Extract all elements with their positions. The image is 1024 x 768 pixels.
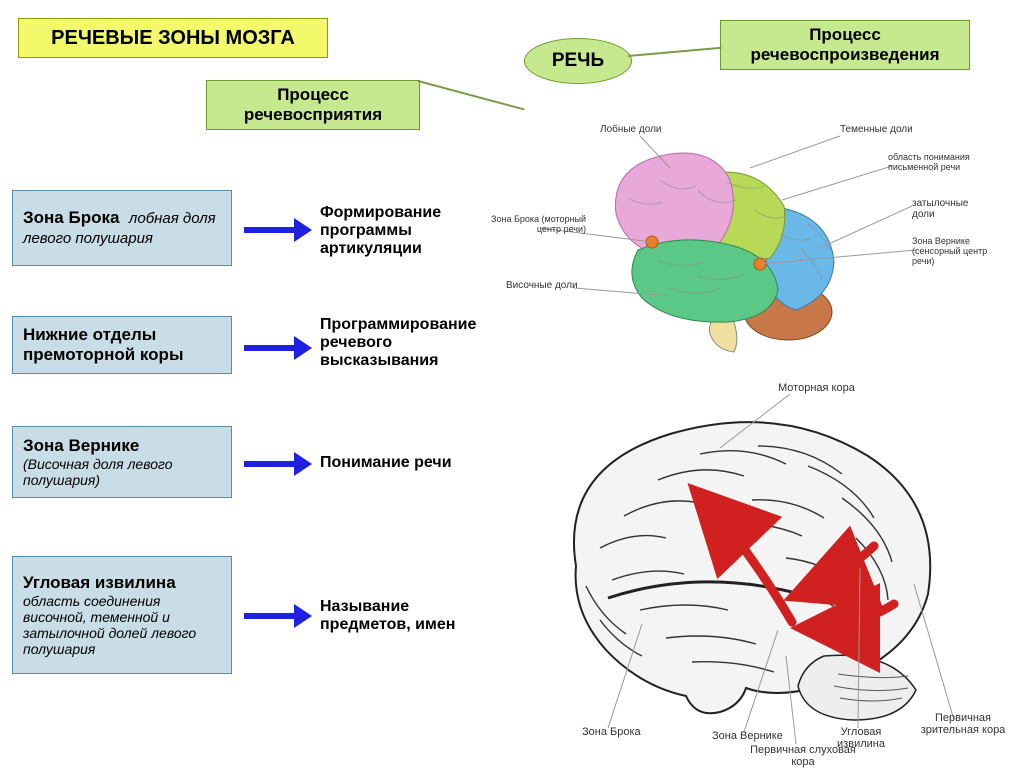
zone-name-3: Угловая извилина — [23, 573, 176, 593]
lbl-temporal: Височные доли — [506, 280, 578, 291]
title-text: РЕЧЕВЫЕ ЗОНЫ МОЗГА — [51, 27, 295, 50]
zone-name-2: Зона Вернике — [23, 436, 139, 456]
lbl-frontal: Лобные доли — [600, 124, 662, 135]
lbl-writing: область понимания письменной речи — [888, 152, 980, 172]
lbl-motor: Моторная кора — [778, 382, 855, 394]
zone-box-broca: Зона Брока лобная доля левого полушария — [12, 190, 232, 266]
process-left-box: Процесс речевосприятия — [206, 80, 420, 130]
lbl-broca-b: Зона Брока — [582, 726, 641, 738]
connector-right — [628, 47, 722, 57]
func-text-1: Программирование речевого высказывания — [320, 316, 510, 370]
zone-name-0: Зона Брока — [23, 208, 119, 227]
process-left-text: Процесс речевосприятия — [207, 85, 419, 124]
process-right-box: Процесс речевоспроизведения — [720, 20, 970, 70]
lbl-auditory: Первичная слуховая кора — [748, 744, 858, 768]
process-right-text: Процесс речевоспроизведения — [721, 25, 969, 64]
lbl-wernicke-top: Зона Вернике (сенсорный центр речи) — [912, 236, 1004, 266]
lbl-wernicke-b: Зона Вернике — [712, 730, 783, 742]
lbl-broca-top: Зона Брока (моторный центр речи) — [490, 214, 586, 234]
brain-top: Лобные доли Теменные доли область понима… — [520, 128, 980, 358]
zone-sub-2: (Височная доля левого полушария) — [23, 456, 221, 488]
lbl-visual: Первичная зрительная кора — [918, 712, 1008, 736]
arrow-0 — [244, 218, 312, 242]
speech-oval: РЕЧЬ — [524, 38, 632, 84]
connector-left — [418, 80, 525, 110]
lbl-occipital: затылочные доли — [912, 198, 980, 220]
brain-bottom: Моторная кора Зона Брока Зона Вернике Уг… — [490, 388, 1010, 748]
arrow-2 — [244, 452, 312, 476]
func-text-2: Понимание речи — [320, 454, 500, 472]
func-text-3: Называние предметов, имен — [320, 598, 490, 634]
title-box: РЕЧЕВЫЕ ЗОНЫ МОЗГА — [18, 18, 328, 58]
speech-text: РЕЧЬ — [552, 50, 604, 72]
lbl-parietal: Теменные доли — [840, 124, 913, 135]
zone-sub-3: область соединения височной, теменной и … — [23, 593, 221, 657]
func-text-0: Формирование программы артикуляции — [320, 204, 490, 258]
arrow-1 — [244, 336, 312, 360]
zone-name-1: Нижние отделы премоторной коры — [23, 325, 221, 364]
arrow-3 — [244, 604, 312, 628]
zone-box-angular: Угловая извилина область соединения висо… — [12, 556, 232, 674]
zone-box-premotor: Нижние отделы премоторной коры — [12, 316, 232, 374]
zone-box-wernicke: Зона Вернике (Височная доля левого полуш… — [12, 426, 232, 498]
